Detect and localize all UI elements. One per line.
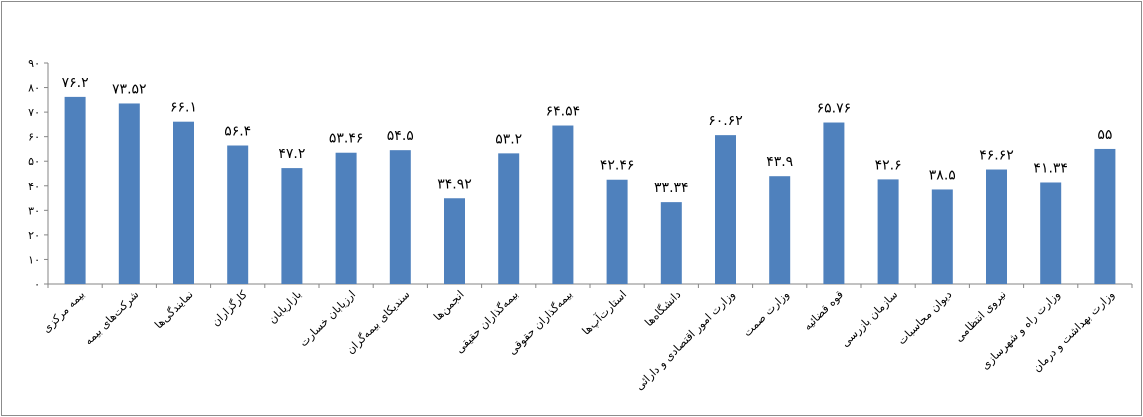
data-label: ۵۴.۵	[387, 128, 414, 144]
bar	[281, 168, 303, 284]
bar	[335, 152, 357, 284]
category-label: بازاریابان	[266, 288, 304, 326]
data-label: ۶۵.۷۶	[817, 101, 852, 117]
y-tick-label: ۶۰	[28, 131, 40, 144]
data-label: ۴۲.۶	[875, 157, 902, 173]
category-label: وزارت صمت	[741, 288, 792, 339]
data-label: ۴۱.۳۴	[1033, 160, 1068, 176]
data-label: ۷۳.۵۲	[112, 81, 147, 97]
data-label: ۴۲.۴۶	[600, 158, 635, 174]
data-label: ۵۳.۴۶	[329, 131, 364, 147]
bar	[660, 202, 682, 284]
category-label: سازمان بازرسی	[839, 288, 901, 350]
data-label: ۴۳.۹	[766, 154, 793, 170]
category-label: نیروی انتظامی	[952, 288, 1008, 344]
y-tick-label: ۱۰	[28, 253, 40, 266]
bar	[64, 96, 86, 285]
data-label: ۴۶.۶۲	[979, 148, 1014, 164]
y-tick-label: ۸۰	[28, 82, 40, 95]
y-tick-label: ۰	[34, 278, 40, 291]
bar	[1040, 182, 1062, 284]
category-label: قوه قضائیه	[801, 288, 846, 333]
category-label: ارزیابان خسارت	[297, 288, 358, 349]
bar	[552, 125, 574, 284]
y-tick-label: ۲۰	[28, 229, 40, 242]
category-label: وزارت امور اقتصادی و دارائی	[633, 288, 738, 393]
bar	[986, 169, 1007, 284]
bar	[389, 150, 411, 284]
bar	[118, 103, 140, 284]
category-label: دیوان محاسبات	[895, 288, 954, 347]
data-label: ۵۳.۲	[495, 131, 522, 147]
category-label: انجمن‌ها	[431, 288, 466, 323]
bar	[823, 122, 845, 284]
bar	[931, 189, 953, 284]
category-label: دانشگاه‌ها	[642, 288, 683, 329]
category-label: بیمه مرکزی	[40, 288, 87, 335]
category-label: استارت‌آپ‌ها	[579, 287, 629, 337]
data-label: ۵۵	[1097, 127, 1112, 143]
bar	[769, 176, 791, 284]
bar	[877, 179, 899, 284]
bar	[1094, 148, 1116, 284]
category-label: کارگزاران	[209, 287, 250, 328]
data-label: ۳۸.۵	[929, 167, 956, 183]
y-tick-label: ۴۰	[28, 180, 40, 193]
data-label: ۵۶.۴	[224, 124, 251, 140]
bar	[227, 145, 249, 284]
category-label: شرکت‌های بیمه	[82, 288, 142, 348]
data-label: ۶۴.۵۴	[546, 104, 581, 120]
bar	[498, 153, 520, 284]
data-label: ۳۴.۹۲	[437, 176, 472, 192]
y-tick-label: ۷۰	[28, 106, 40, 119]
y-tick-label: ۵۰	[28, 155, 40, 168]
y-tick-label: ۳۰	[28, 204, 40, 217]
y-tick-label: ۹۰	[28, 57, 40, 70]
bar	[173, 121, 194, 284]
bar	[715, 135, 736, 284]
data-label: ۶۶.۱	[170, 100, 197, 116]
data-label: ۳۳.۳۴	[654, 180, 689, 196]
data-label: ۶۰.۶۲	[708, 113, 743, 129]
bar	[606, 179, 628, 284]
data-label: ۷۶.۲	[62, 75, 89, 91]
data-label: ۴۷.۲	[278, 146, 305, 162]
category-label: نمایندگی‌ها	[152, 288, 195, 331]
bar	[444, 198, 465, 284]
